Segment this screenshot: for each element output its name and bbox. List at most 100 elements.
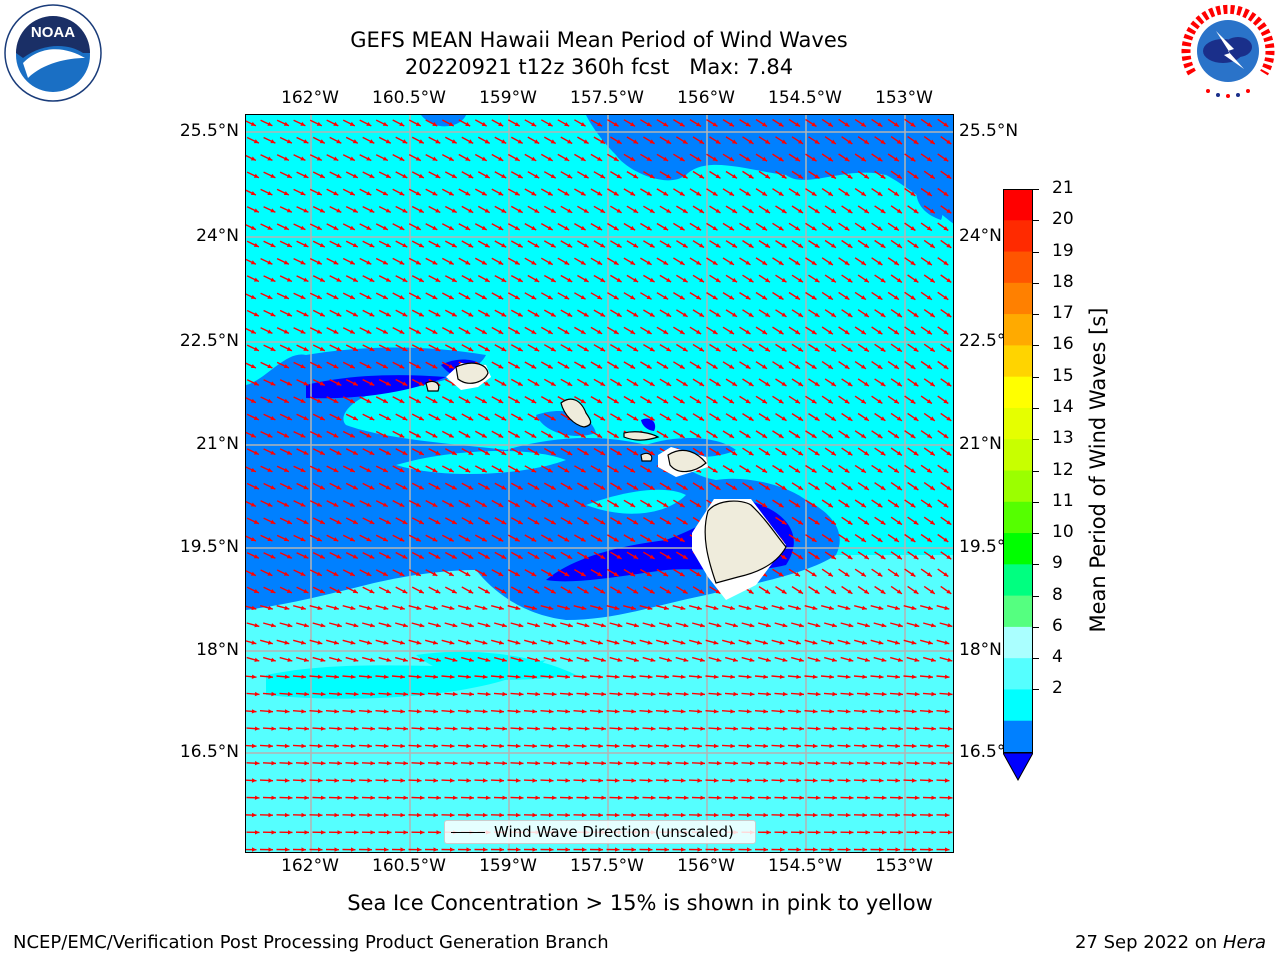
wind-arrow-head xyxy=(352,485,358,490)
wind-arrow-head xyxy=(745,260,751,265)
wind-arrow-head xyxy=(798,589,803,594)
wind-arrow-head xyxy=(865,830,870,835)
wind-arrow-head xyxy=(815,761,821,766)
wind-arrow-head xyxy=(547,398,553,403)
wind-arrow-head xyxy=(550,381,556,386)
wind-arrow-head xyxy=(845,605,851,610)
wind-arrow-head xyxy=(831,312,836,317)
wind-arrow-head xyxy=(897,657,903,662)
wind-arrow-head xyxy=(881,623,887,628)
wind-arrow-head xyxy=(795,156,800,162)
wind-arrow-head xyxy=(252,847,257,852)
wind-arrow-head xyxy=(548,743,554,749)
colorbar-tick-label: 19 xyxy=(1052,240,1074,261)
wind-arrow-head xyxy=(433,709,438,714)
wind-arrow-head xyxy=(415,398,421,403)
wind-arrow-head xyxy=(828,364,833,369)
wind-arrow-head xyxy=(861,226,866,231)
wind-arrow-head xyxy=(352,416,358,420)
wind-arrow-head xyxy=(811,433,817,438)
wind-arrow-head xyxy=(946,554,952,560)
wind-arrow-head xyxy=(270,208,276,213)
wind-arrow-head xyxy=(778,468,784,473)
wind-arrow-head xyxy=(283,156,289,161)
colorbar-tick-mark xyxy=(1033,407,1039,409)
wind-arrow-head xyxy=(435,519,441,524)
wind-arrow-head xyxy=(283,571,289,576)
wind-arrow-head xyxy=(418,450,424,455)
wind-arrow-head xyxy=(646,329,652,334)
wind-arrow-head xyxy=(567,277,573,282)
wind-arrow-head xyxy=(765,347,770,352)
footer-date: 27 Sep 2022 on Hera xyxy=(1075,932,1266,953)
wind-arrow-head xyxy=(946,485,952,490)
wind-arrow-head xyxy=(535,795,540,800)
colorbar-tick-label: 21 xyxy=(1052,178,1074,198)
wind-arrow-head xyxy=(929,139,935,144)
wind-arrow-head xyxy=(383,640,389,645)
wind-arrow-head xyxy=(403,761,408,766)
wind-arrow-head xyxy=(847,347,853,352)
wind-arrow-head xyxy=(781,416,787,421)
wind-arrow-head xyxy=(699,657,705,662)
wind-arrow-head xyxy=(337,795,342,800)
wind-arrow-head xyxy=(583,520,589,525)
wind-arrow-head xyxy=(893,502,899,508)
wind-arrow-head xyxy=(451,519,457,524)
wind-arrow-head xyxy=(567,312,573,317)
wind-arrow-head xyxy=(715,312,721,317)
wind-arrow-head xyxy=(547,502,553,507)
wind-arrow-head xyxy=(481,537,487,542)
wind-arrow-head xyxy=(946,451,952,456)
colorbar-tick-label: 8 xyxy=(1052,584,1063,605)
wind-arrow-head xyxy=(316,294,322,299)
wind-arrow-head xyxy=(896,485,902,490)
wind-arrow-head xyxy=(501,554,507,559)
wind-arrow-head xyxy=(682,208,688,213)
colorbar-tick-label: 18 xyxy=(1052,271,1074,292)
wind-arrow-head xyxy=(283,398,289,403)
wind-arrow-head xyxy=(614,605,620,610)
wind-arrow-head xyxy=(286,208,292,213)
wind-arrow-head xyxy=(814,451,820,456)
wind-arrow-head xyxy=(746,640,752,645)
wind-arrow-head xyxy=(679,329,685,334)
wind-arrow-head xyxy=(943,157,949,162)
wind-arrow-head xyxy=(831,657,837,662)
wind-arrow-head xyxy=(666,554,672,559)
lat-label-left: 19.5°N xyxy=(179,537,239,557)
colorbar-tick-mark xyxy=(1033,626,1039,628)
wind-arrow-head xyxy=(613,122,619,127)
wind-arrow-head xyxy=(499,743,504,749)
wind-arrow-head xyxy=(667,691,672,697)
wind-arrow-head xyxy=(864,278,869,283)
wind-arrow-head xyxy=(416,640,422,645)
wind-arrow-head xyxy=(649,347,655,352)
colorbar-cell xyxy=(1003,345,1033,378)
wind-arrow-head xyxy=(882,830,887,835)
wind-arrow-head xyxy=(614,640,620,645)
wind-arrow-head xyxy=(303,623,309,628)
wind-arrow-head xyxy=(667,795,672,800)
wind-arrow-head xyxy=(319,416,325,420)
wind-arrow-head xyxy=(748,139,754,144)
lon-label-bottom: 160.5°W xyxy=(372,856,446,876)
wind-arrow-head xyxy=(943,122,949,127)
wind-arrow-head xyxy=(748,416,754,421)
wind-arrow-head xyxy=(828,468,833,473)
wind-arrow-head xyxy=(484,277,490,282)
wind-arrows xyxy=(246,118,953,852)
wind-arrow-head xyxy=(613,398,619,404)
wind-arrow-head xyxy=(861,191,866,196)
wind-arrow-head xyxy=(598,778,603,783)
wind-arrow-head xyxy=(847,278,853,283)
wind-arrow-head xyxy=(880,347,886,352)
wind-arrow-head xyxy=(779,812,785,818)
wind-arrow-head xyxy=(646,571,652,577)
wind-arrow-head xyxy=(633,589,639,594)
wind-arrow-head xyxy=(268,709,273,714)
wind-arrow-head xyxy=(498,502,504,507)
wind-arrow-head xyxy=(287,795,293,800)
wind-arrow-head xyxy=(465,295,471,300)
wind-arrow-head xyxy=(336,554,342,559)
